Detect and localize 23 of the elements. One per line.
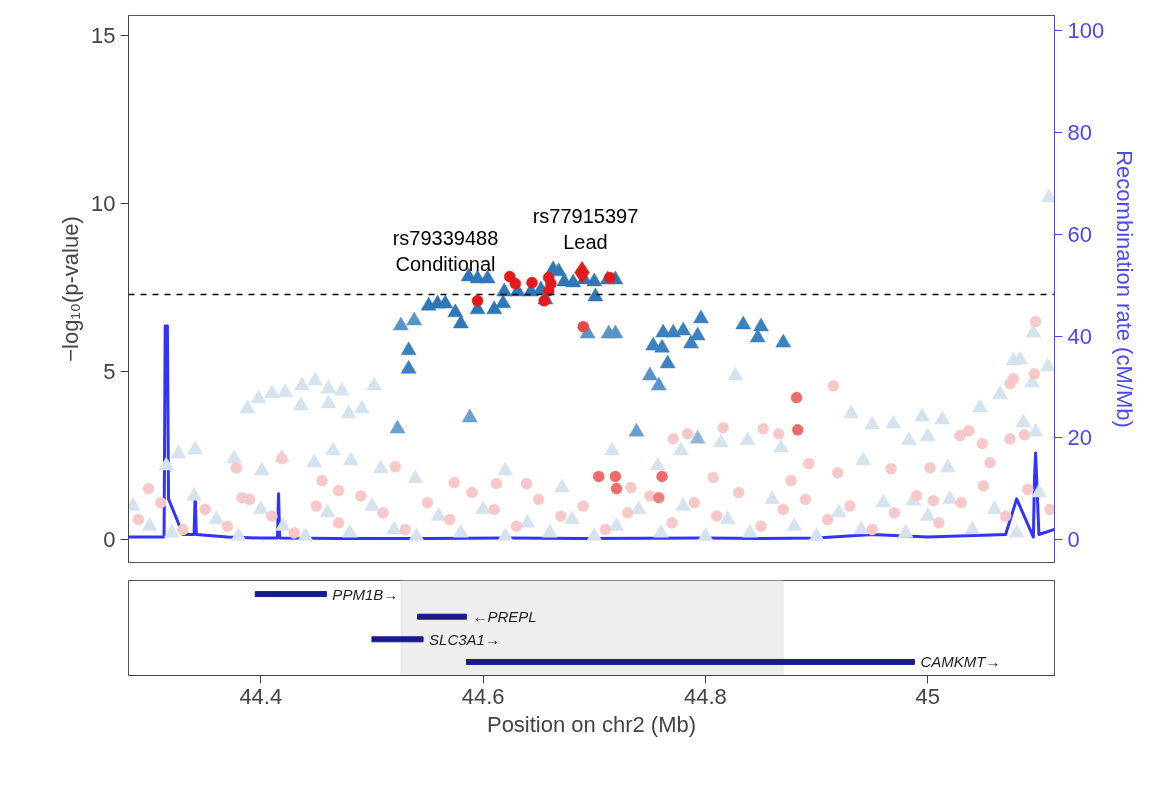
annotation: rs77915397 Lead	[532, 205, 639, 254]
annotation: SLC3A1→	[429, 630, 500, 648]
y2-axis-title: Recombination rate (cM/Mb)	[1112, 150, 1138, 428]
annotation: CAMKMT→	[920, 653, 1001, 671]
x-tick-label: 44.8	[684, 683, 727, 709]
y2-tick-label: 100	[1067, 18, 1105, 44]
y-tick-label: 5	[103, 359, 116, 385]
y2-tick-label: 20	[1067, 425, 1092, 451]
y-tick-label: 15	[91, 23, 116, 49]
y2-tick-label: 60	[1067, 221, 1092, 247]
y-tick-label: 10	[91, 191, 116, 217]
annotation: ←PREPL	[472, 608, 537, 626]
y2-tick-label: 40	[1067, 323, 1092, 349]
x-tick-label: 44.6	[461, 683, 505, 709]
x-tick-label: 45	[915, 683, 941, 709]
annotation: rs79339488 Conditional	[392, 227, 499, 276]
annotation: PPM1B→	[332, 585, 399, 603]
y-axis-title: −log₁₀(p-value)	[58, 216, 84, 362]
y-tick-label: 0	[103, 527, 116, 553]
y2-tick-label: 0	[1067, 527, 1080, 553]
x-tick-label: 44.4	[239, 683, 283, 709]
y2-tick-label: 80	[1067, 120, 1092, 146]
x-axis-title: Position on chr2 (Mb)	[486, 711, 697, 737]
